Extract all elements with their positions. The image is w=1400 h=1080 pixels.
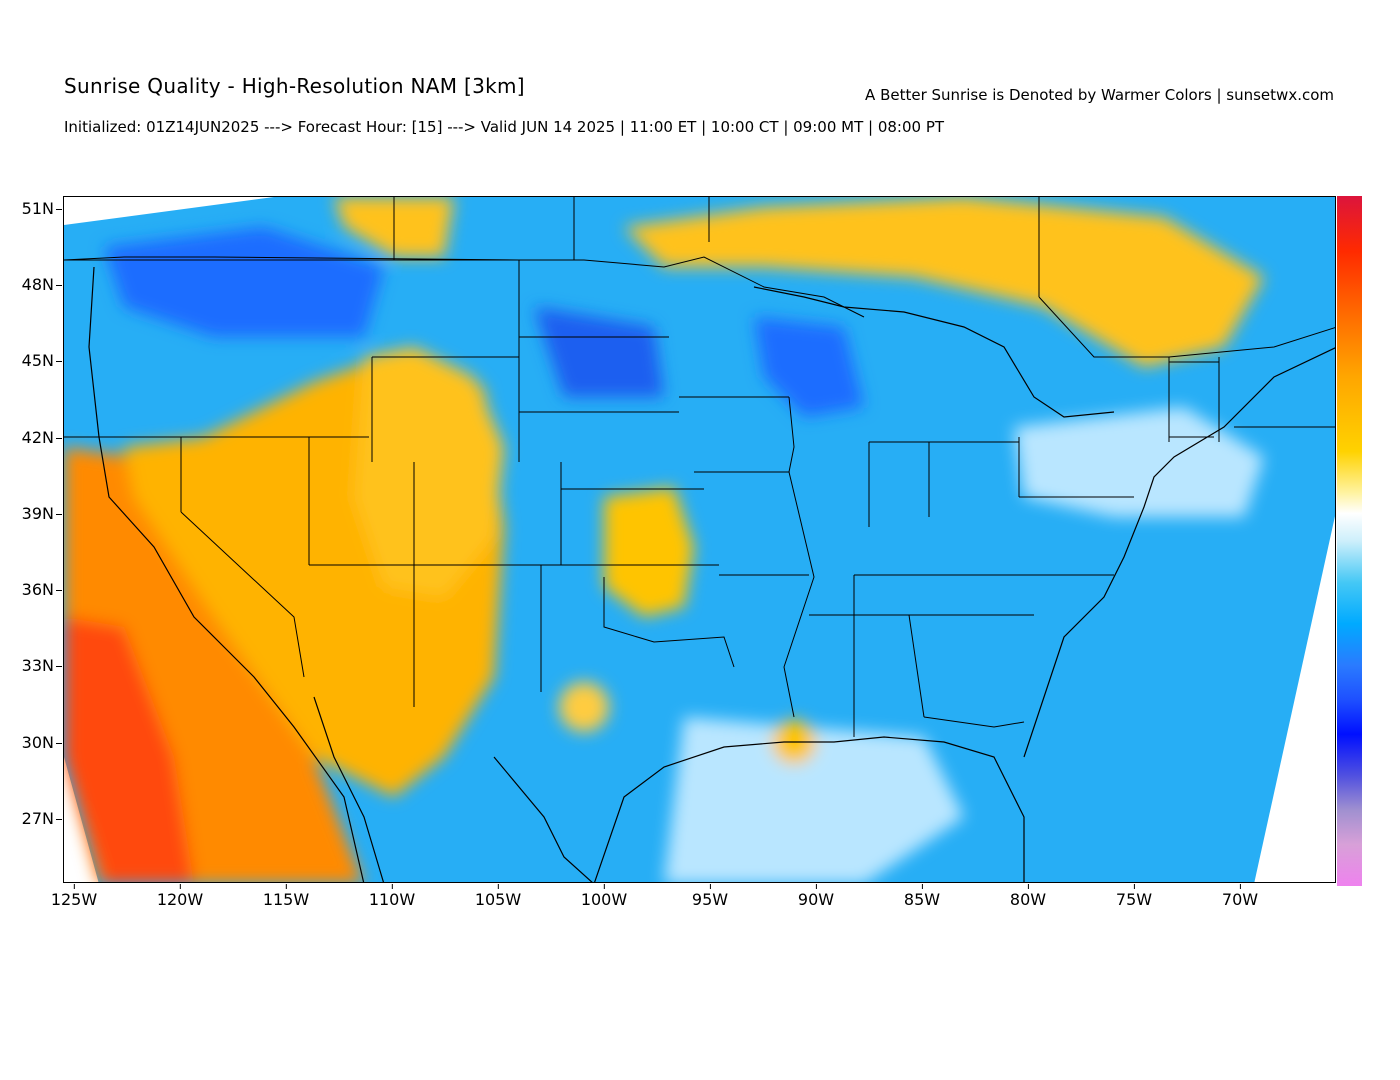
forecast-map — [63, 196, 1336, 883]
lon-label: 120W — [156, 884, 204, 909]
cool-region-northern-rockies — [104, 227, 384, 337]
map-credit: A Better Sunrise is Denoted by Warmer Co… — [865, 86, 1334, 104]
warm-region-plains — [604, 487, 694, 617]
warm-spot-texas — [559, 682, 609, 732]
lat-label: 51N — [21, 199, 63, 218]
lon-label: 85W — [903, 884, 941, 909]
lon-label: 70W — [1221, 884, 1259, 909]
map-title: Sunrise Quality - High-Resolution NAM [3… — [64, 74, 525, 98]
lon-label: 105W — [474, 884, 522, 909]
lat-label: 33N — [21, 656, 63, 675]
warm-region-canada — [624, 197, 1264, 367]
map-subtitle: Initialized: 01Z14JUN2025 ---> Forecast … — [64, 118, 945, 136]
lat-label: 48N — [21, 275, 63, 294]
lat-label: 27N — [21, 809, 63, 828]
coastlines — [88, 266, 1335, 882]
lon-label: 110W — [368, 884, 416, 909]
cool-region-upper-midwest — [754, 317, 864, 417]
lon-label: 125W — [50, 884, 98, 909]
lon-label: 115W — [262, 884, 310, 909]
light-region-gulf — [664, 717, 964, 882]
lon-label: 80W — [1009, 884, 1047, 909]
colorbar — [1337, 196, 1362, 886]
lon-label: 95W — [691, 884, 729, 909]
cool-region-dakotas — [534, 307, 664, 397]
lat-label: 39N — [21, 504, 63, 523]
lon-label: 100W — [580, 884, 628, 909]
lat-label: 30N — [21, 733, 63, 752]
warm-region-rockies — [354, 347, 504, 597]
lat-label: 36N — [21, 580, 63, 599]
state-boundaries — [64, 197, 1335, 737]
forecast-map-canvas — [64, 197, 1335, 882]
lon-label: 90W — [797, 884, 835, 909]
warm-region-pacific-core — [64, 617, 194, 882]
light-region-east — [1014, 407, 1264, 517]
lon-label: 75W — [1115, 884, 1153, 909]
lat-label: 45N — [21, 351, 63, 370]
lat-label: 42N — [21, 428, 63, 447]
